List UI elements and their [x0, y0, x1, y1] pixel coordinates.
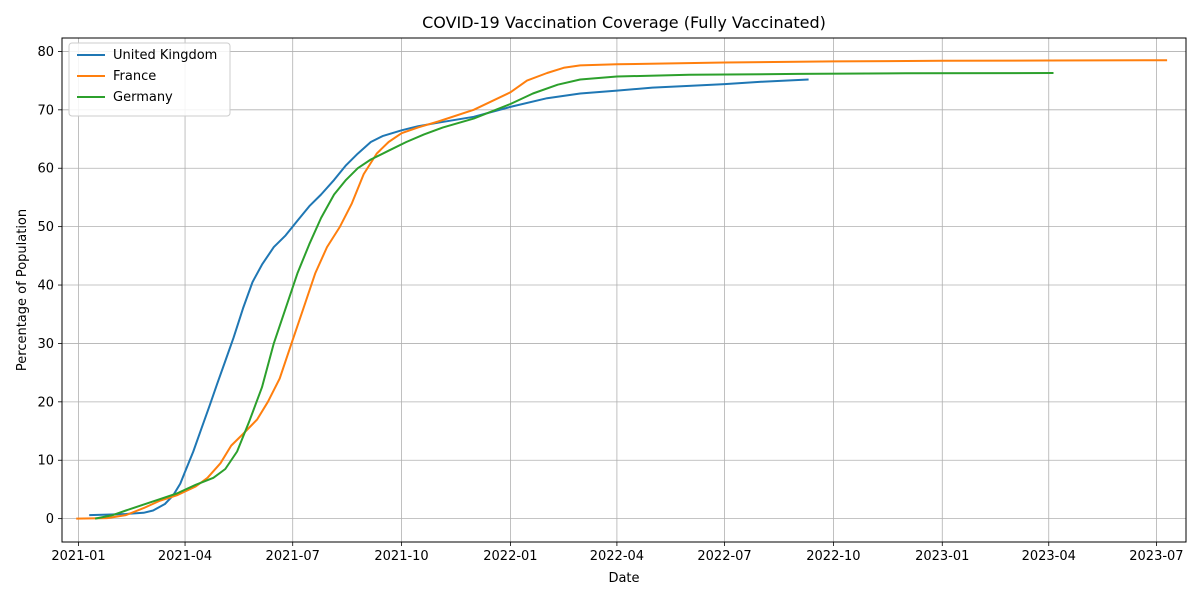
x-tick-label: 2023-04: [1022, 549, 1076, 564]
x-tick-label: 2022-10: [806, 549, 860, 564]
legend-label-france: France: [113, 69, 156, 84]
x-tick-label: 2022-04: [590, 549, 644, 564]
legend-label-united-kingdom: United Kingdom: [113, 48, 217, 63]
x-tick-label: 2022-07: [697, 549, 751, 564]
y-axis-label: Percentage of Population: [15, 209, 30, 371]
y-tick-label: 40: [37, 279, 54, 294]
x-tick-label: 2022-01: [483, 549, 537, 564]
series-line-united-kingdom: [89, 78, 809, 517]
plot-frame: [61, 37, 1187, 543]
series-lines: [76, 59, 1168, 520]
y-tick-label: 80: [37, 45, 54, 60]
series-line-germany: [94, 72, 1054, 520]
x-tick-label: 2023-07: [1129, 549, 1183, 564]
chart-title: COVID-19 Vaccination Coverage (Fully Vac…: [422, 13, 826, 32]
y-tick-label: 0: [46, 512, 54, 527]
x-tick-label: 2021-01: [51, 549, 105, 564]
x-tick-label: 2021-07: [266, 549, 320, 564]
x-tick-label: 2023-01: [915, 549, 969, 564]
grid: [62, 38, 1186, 542]
y-tick-label: 50: [37, 220, 54, 235]
legend-box: [68, 42, 231, 117]
legend-label-germany: Germany: [113, 90, 173, 105]
y-tick-label: 30: [37, 337, 54, 352]
y-tick-label: 70: [37, 103, 54, 118]
y-tick-label: 20: [37, 395, 54, 410]
axis-ticks: 2021-01 2021-04 2021-07 2021-10 2022-01 2022-…: [37, 45, 1183, 564]
legend: United Kingdom France Germany: [68, 42, 231, 117]
x-tick-label: 2021-10: [374, 549, 428, 564]
y-tick-label: 10: [37, 454, 54, 469]
x-tick-label: 2021-04: [158, 549, 212, 564]
x-axis-label: Date: [608, 571, 639, 586]
y-tick-label: 60: [37, 162, 54, 177]
